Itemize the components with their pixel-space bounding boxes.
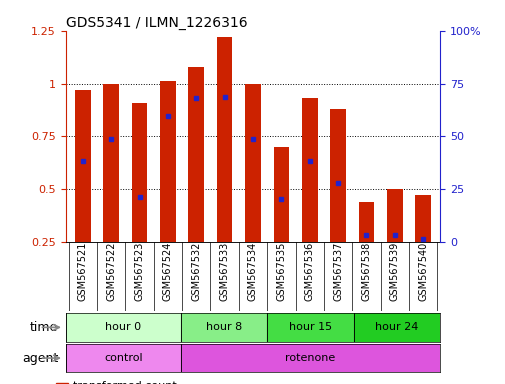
Text: GSM567533: GSM567533 — [219, 242, 229, 301]
Text: time: time — [30, 321, 58, 334]
Text: GSM567538: GSM567538 — [361, 242, 371, 301]
Text: hour 15: hour 15 — [288, 322, 331, 333]
Bar — [160, 81, 175, 242]
Text: GSM567534: GSM567534 — [247, 242, 258, 301]
Text: hour 24: hour 24 — [375, 322, 418, 333]
Bar — [56, 383, 67, 384]
Bar — [245, 84, 260, 242]
Bar — [188, 67, 204, 242]
Text: GSM567523: GSM567523 — [134, 242, 144, 301]
Bar — [181, 344, 439, 372]
Text: GSM567524: GSM567524 — [163, 242, 173, 301]
Bar — [353, 313, 439, 342]
Bar — [273, 147, 288, 242]
Bar — [267, 313, 353, 342]
Bar — [358, 202, 374, 242]
Bar — [103, 84, 119, 242]
Bar — [66, 313, 181, 342]
Bar — [217, 37, 232, 242]
Text: agent: agent — [22, 352, 58, 364]
Text: GSM567539: GSM567539 — [389, 242, 399, 301]
Bar — [330, 109, 345, 242]
Text: GSM567540: GSM567540 — [417, 242, 427, 301]
Text: GSM567537: GSM567537 — [332, 242, 342, 301]
Text: GSM567532: GSM567532 — [191, 242, 201, 301]
Bar — [301, 98, 317, 242]
Text: GSM567535: GSM567535 — [276, 242, 286, 301]
Bar — [415, 195, 430, 242]
Text: GDS5341 / ILMN_1226316: GDS5341 / ILMN_1226316 — [66, 16, 247, 30]
Text: GSM567521: GSM567521 — [78, 242, 88, 301]
Bar — [386, 189, 402, 242]
Text: control: control — [104, 353, 142, 363]
Text: GSM567536: GSM567536 — [304, 242, 314, 301]
Text: hour 0: hour 0 — [105, 322, 141, 333]
Bar — [75, 90, 90, 242]
Bar — [181, 313, 267, 342]
Text: rotenone: rotenone — [285, 353, 335, 363]
Bar — [131, 103, 147, 242]
Text: GSM567522: GSM567522 — [106, 242, 116, 301]
Text: hour 8: hour 8 — [206, 322, 242, 333]
Bar — [66, 344, 181, 372]
Text: transformed count: transformed count — [73, 381, 177, 384]
